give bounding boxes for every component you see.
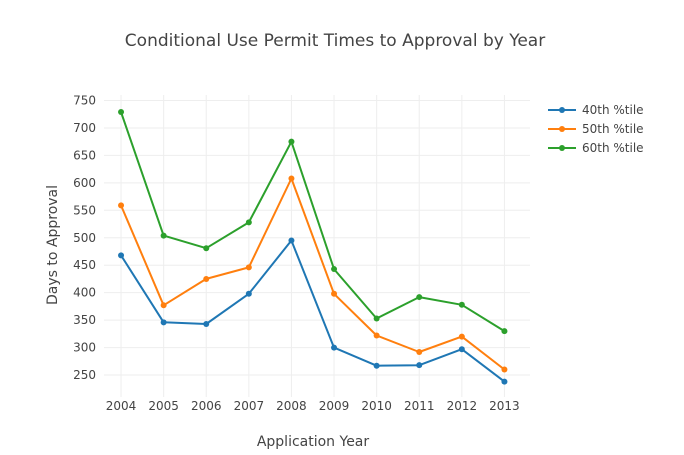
legend-label: 60th %tile [582, 141, 644, 155]
data-point[interactable] [160, 232, 167, 239]
series-lines [118, 109, 508, 385]
legend-item[interactable]: 60th %tile [548, 141, 644, 155]
y-tick-label: 350 [73, 313, 96, 327]
y-tick-label: 650 [73, 148, 96, 162]
data-point[interactable] [245, 264, 252, 271]
data-point[interactable] [118, 109, 125, 116]
y-tick-label: 750 [73, 93, 96, 107]
x-tick-label: 2011 [404, 399, 435, 413]
data-point[interactable] [458, 301, 465, 308]
series-line [120, 239, 506, 383]
legend-swatch-marker [559, 126, 565, 132]
data-point[interactable] [203, 320, 210, 327]
legend-item[interactable]: 40th %tile [548, 103, 644, 117]
y-tick-label: 500 [73, 231, 96, 245]
data-point[interactable] [416, 362, 423, 369]
x-tick-label: 2006 [191, 399, 222, 413]
data-point[interactable] [458, 346, 465, 353]
data-point[interactable] [416, 294, 423, 301]
x-tick-label: 2012 [447, 399, 478, 413]
chart-title: Conditional Use Permit Times to Approval… [125, 31, 545, 51]
x-axis-ticks: 2004 2005 2006 2007 2008 2009 2010 2011 2012 2013 [106, 399, 520, 413]
data-point[interactable] [416, 348, 423, 355]
x-tick-label: 2004 [106, 399, 137, 413]
y-axis-label: Days to Approval [45, 185, 61, 305]
y-tick-label: 400 [73, 286, 96, 300]
y-tick-label: 450 [73, 258, 96, 272]
x-axis-label: Application Year [257, 434, 370, 450]
data-point[interactable] [288, 175, 295, 182]
data-point[interactable] [501, 378, 508, 385]
data-point[interactable] [245, 290, 252, 297]
x-tick-label: 2008 [276, 399, 307, 413]
x-tick-label: 2005 [148, 399, 179, 413]
legend-swatch-marker [559, 107, 565, 113]
y-tick-label: 300 [73, 341, 96, 355]
series-line [120, 177, 506, 371]
data-point[interactable] [160, 302, 167, 309]
y-axis-ticks: 250 300 350 400 450 500 550 600 650 700 750 [73, 93, 96, 382]
y-tick-label: 600 [73, 176, 96, 190]
data-point[interactable] [501, 328, 508, 335]
y-tick-label: 550 [73, 203, 96, 217]
data-point[interactable] [331, 290, 338, 297]
y-tick-label: 250 [73, 368, 96, 382]
data-point[interactable] [331, 344, 338, 351]
legend-item[interactable]: 50th %tile [548, 122, 644, 136]
data-point[interactable] [118, 252, 125, 259]
data-point[interactable] [373, 362, 380, 369]
data-point[interactable] [373, 332, 380, 339]
legend-label: 40th %tile [582, 103, 644, 117]
data-point[interactable] [501, 366, 508, 373]
x-tick-label: 2010 [361, 399, 392, 413]
data-point[interactable] [203, 275, 210, 282]
x-tick-label: 2009 [319, 399, 350, 413]
series-line [120, 111, 505, 332]
x-tick-label: 2007 [234, 399, 265, 413]
data-point[interactable] [373, 315, 380, 322]
data-point[interactable] [203, 245, 210, 252]
legend-swatch-marker [559, 145, 565, 151]
y-tick-label: 700 [73, 121, 96, 135]
data-point[interactable] [331, 266, 338, 273]
x-tick-label: 2013 [489, 399, 520, 413]
legend-label: 50th %tile [582, 122, 644, 136]
data-point[interactable] [458, 333, 465, 340]
data-point[interactable] [288, 237, 295, 244]
data-point[interactable] [245, 219, 252, 226]
data-point[interactable] [288, 138, 295, 145]
data-point[interactable] [160, 319, 167, 326]
data-point[interactable] [118, 202, 125, 209]
legend[interactable]: 40th %tile 50th %tile 60th %tile [548, 103, 644, 155]
